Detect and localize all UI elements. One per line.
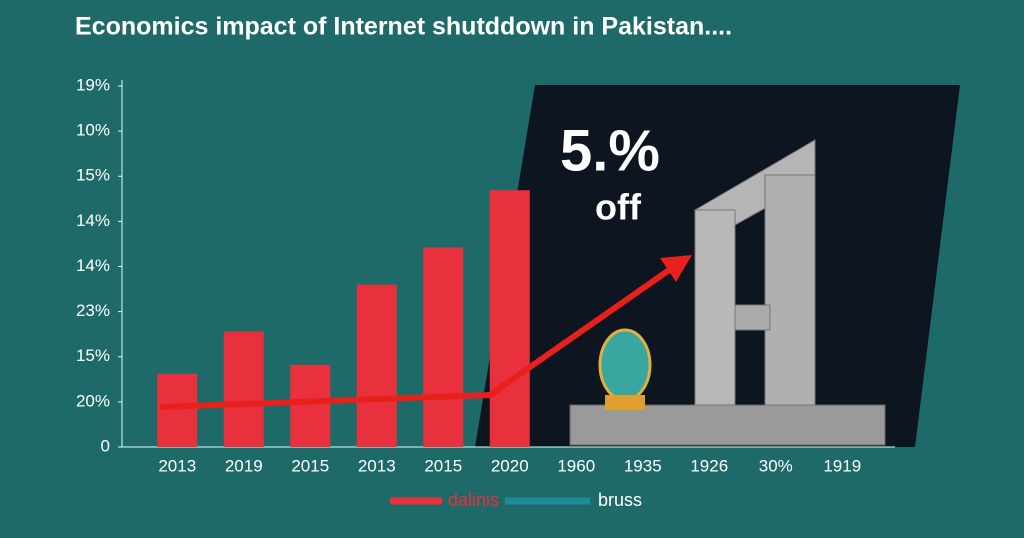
bar (223, 331, 264, 447)
bar (157, 373, 198, 447)
x-tick-label: 2013 (358, 456, 396, 475)
y-tick-label: 15% (76, 346, 110, 365)
x-tick-label: 1960 (557, 456, 595, 475)
y-tick-label: 14% (76, 256, 110, 275)
annotation: off (595, 187, 642, 228)
x-tick-label: 30% (759, 456, 793, 475)
x-tick-label: 1935 (624, 456, 662, 475)
y-tick-label: 15% (76, 166, 110, 185)
tower-illustration (569, 139, 886, 446)
x-tick-label: 2019 (225, 456, 263, 475)
bar (356, 284, 397, 447)
y-tick-label: 0 (101, 436, 110, 455)
annotation: 5.% (560, 118, 660, 183)
legend-label: bruss (598, 490, 642, 510)
x-tick-label: 2015 (291, 456, 329, 475)
y-tick-label: 23% (76, 301, 110, 320)
y-tick-label: 19% (76, 75, 110, 94)
x-tick-label: 2015 (424, 456, 462, 475)
bar (290, 364, 331, 447)
trend-arrow (159, 265, 674, 410)
bar (423, 247, 464, 447)
x-tick-label: 1926 (690, 456, 728, 475)
y-tick-label: 14% (76, 211, 110, 230)
chart-title: Economics impact of Internet shutddown i… (75, 13, 732, 41)
x-tick-label: 1919 (823, 456, 861, 475)
x-tick-label: 2013 (158, 456, 196, 475)
arrow-head (660, 255, 692, 282)
y-tick-label: 20% (76, 391, 110, 410)
legend-label: dalinis (448, 490, 499, 510)
x-tick-label: 2020 (491, 456, 529, 475)
bar (489, 190, 530, 447)
y-tick-label: 10% (76, 121, 110, 140)
